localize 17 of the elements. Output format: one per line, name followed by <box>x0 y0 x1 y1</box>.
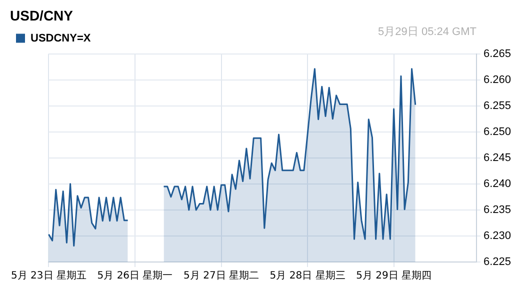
y-tick-label: 6.255 <box>483 100 512 112</box>
x-tick-label: 5月 29日 星期四 <box>356 270 432 282</box>
x-tick-label: 5月 26日 星期一 <box>97 270 173 282</box>
chart-title: USD/CNY <box>10 7 74 24</box>
y-tick-label: 6.240 <box>483 178 512 190</box>
x-tick-label: 5月 23日 星期五 <box>10 270 86 282</box>
y-tick-label: 6.260 <box>483 74 512 86</box>
x-tick-label: 5月 27日 星期二 <box>184 270 259 282</box>
y-tick-label: 6.265 <box>483 48 512 60</box>
y-tick-label: 6.235 <box>483 204 512 216</box>
y-tick-label: 6.230 <box>483 230 512 242</box>
x-tick-label: 5月 28日 星期三 <box>270 270 346 282</box>
y-tick-label: 6.250 <box>483 126 512 138</box>
y-tick-label: 6.245 <box>483 152 512 164</box>
y-tick-label: 6.225 <box>483 256 512 268</box>
text: 5月29日 05:24 GMT <box>378 26 477 38</box>
legend-label: USDCNY=X <box>30 32 92 44</box>
